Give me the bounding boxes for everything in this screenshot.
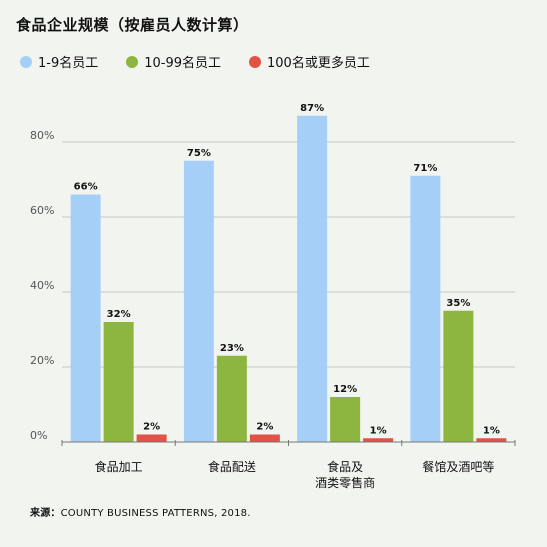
legend: 1-9名员工 10-99名员工 100名或更多员工: [20, 52, 398, 71]
x-category-label-2-1: 酒类零售商: [315, 475, 375, 490]
bar-1-1: [216, 355, 247, 442]
legend-item-1-9: 1-9名员工: [20, 52, 98, 71]
y-tick-label-40: 40%: [30, 279, 54, 292]
bar-0-1: [103, 322, 134, 442]
legend-swatch-10-99: [126, 55, 139, 68]
bar-0-0: [70, 194, 101, 442]
bar-2-2: [363, 438, 394, 442]
legend-label-1-9: 1-9名员工: [38, 56, 99, 71]
bar-2-1: [330, 397, 361, 442]
y-tick-label-20: 20%: [30, 354, 54, 367]
bar-3-0: [410, 175, 441, 442]
data-label-0-0: 66%: [74, 182, 98, 193]
chart-title: 食品企业规模（按雇员人数计算）: [16, 16, 249, 34]
bar-1-0: [183, 160, 214, 442]
data-label-1-0: 75%: [187, 148, 211, 159]
legend-item-10-99: 10-99名员工: [126, 52, 221, 71]
data-label-3-0: 71%: [413, 163, 437, 174]
data-label-2-0: 87%: [300, 103, 324, 114]
x-category-label-3-0: 餐馆及酒吧等: [422, 459, 494, 474]
legend-label-10-99: 10-99名员工: [144, 56, 222, 71]
data-label-1-1: 23%: [220, 343, 244, 354]
data-label-3-1: 35%: [446, 298, 470, 309]
data-label-2-1: 12%: [333, 384, 357, 395]
bar-3-1: [443, 310, 474, 442]
data-label-0-1: 32%: [107, 309, 131, 320]
data-label-0-2: 2%: [143, 422, 160, 433]
bar-1-2: [249, 434, 280, 442]
source-label: 来源：: [30, 508, 61, 519]
x-category-label-2-0: 食品及: [327, 459, 363, 474]
legend-swatch-1-9: [20, 55, 32, 68]
bar-2-0: [297, 115, 328, 442]
bar-0-2: [136, 434, 167, 442]
x-category-label-1-0: 食品配送: [208, 459, 256, 474]
source-text: COUNTY BUSINESS PATTERNS, 2018.: [60, 508, 251, 519]
source-note: 来源：COUNTY BUSINESS PATTERNS, 2018.: [30, 504, 251, 519]
data-label-3-2: 1%: [483, 425, 500, 436]
bar-3-2: [476, 438, 507, 442]
data-label-1-2: 2%: [256, 422, 273, 433]
y-tick-label-60: 60%: [30, 204, 54, 217]
legend-item-100plus: 100名或更多员工: [249, 52, 370, 71]
data-label-2-2: 1%: [370, 425, 387, 436]
x-category-label-0-0: 食品加工: [95, 459, 143, 474]
y-tick-label-0: 0%: [30, 429, 47, 442]
legend-swatch-100plus: [249, 55, 262, 68]
y-tick-label-80: 80%: [30, 129, 54, 142]
legend-label-100plus: 100名或更多员工: [267, 56, 370, 71]
